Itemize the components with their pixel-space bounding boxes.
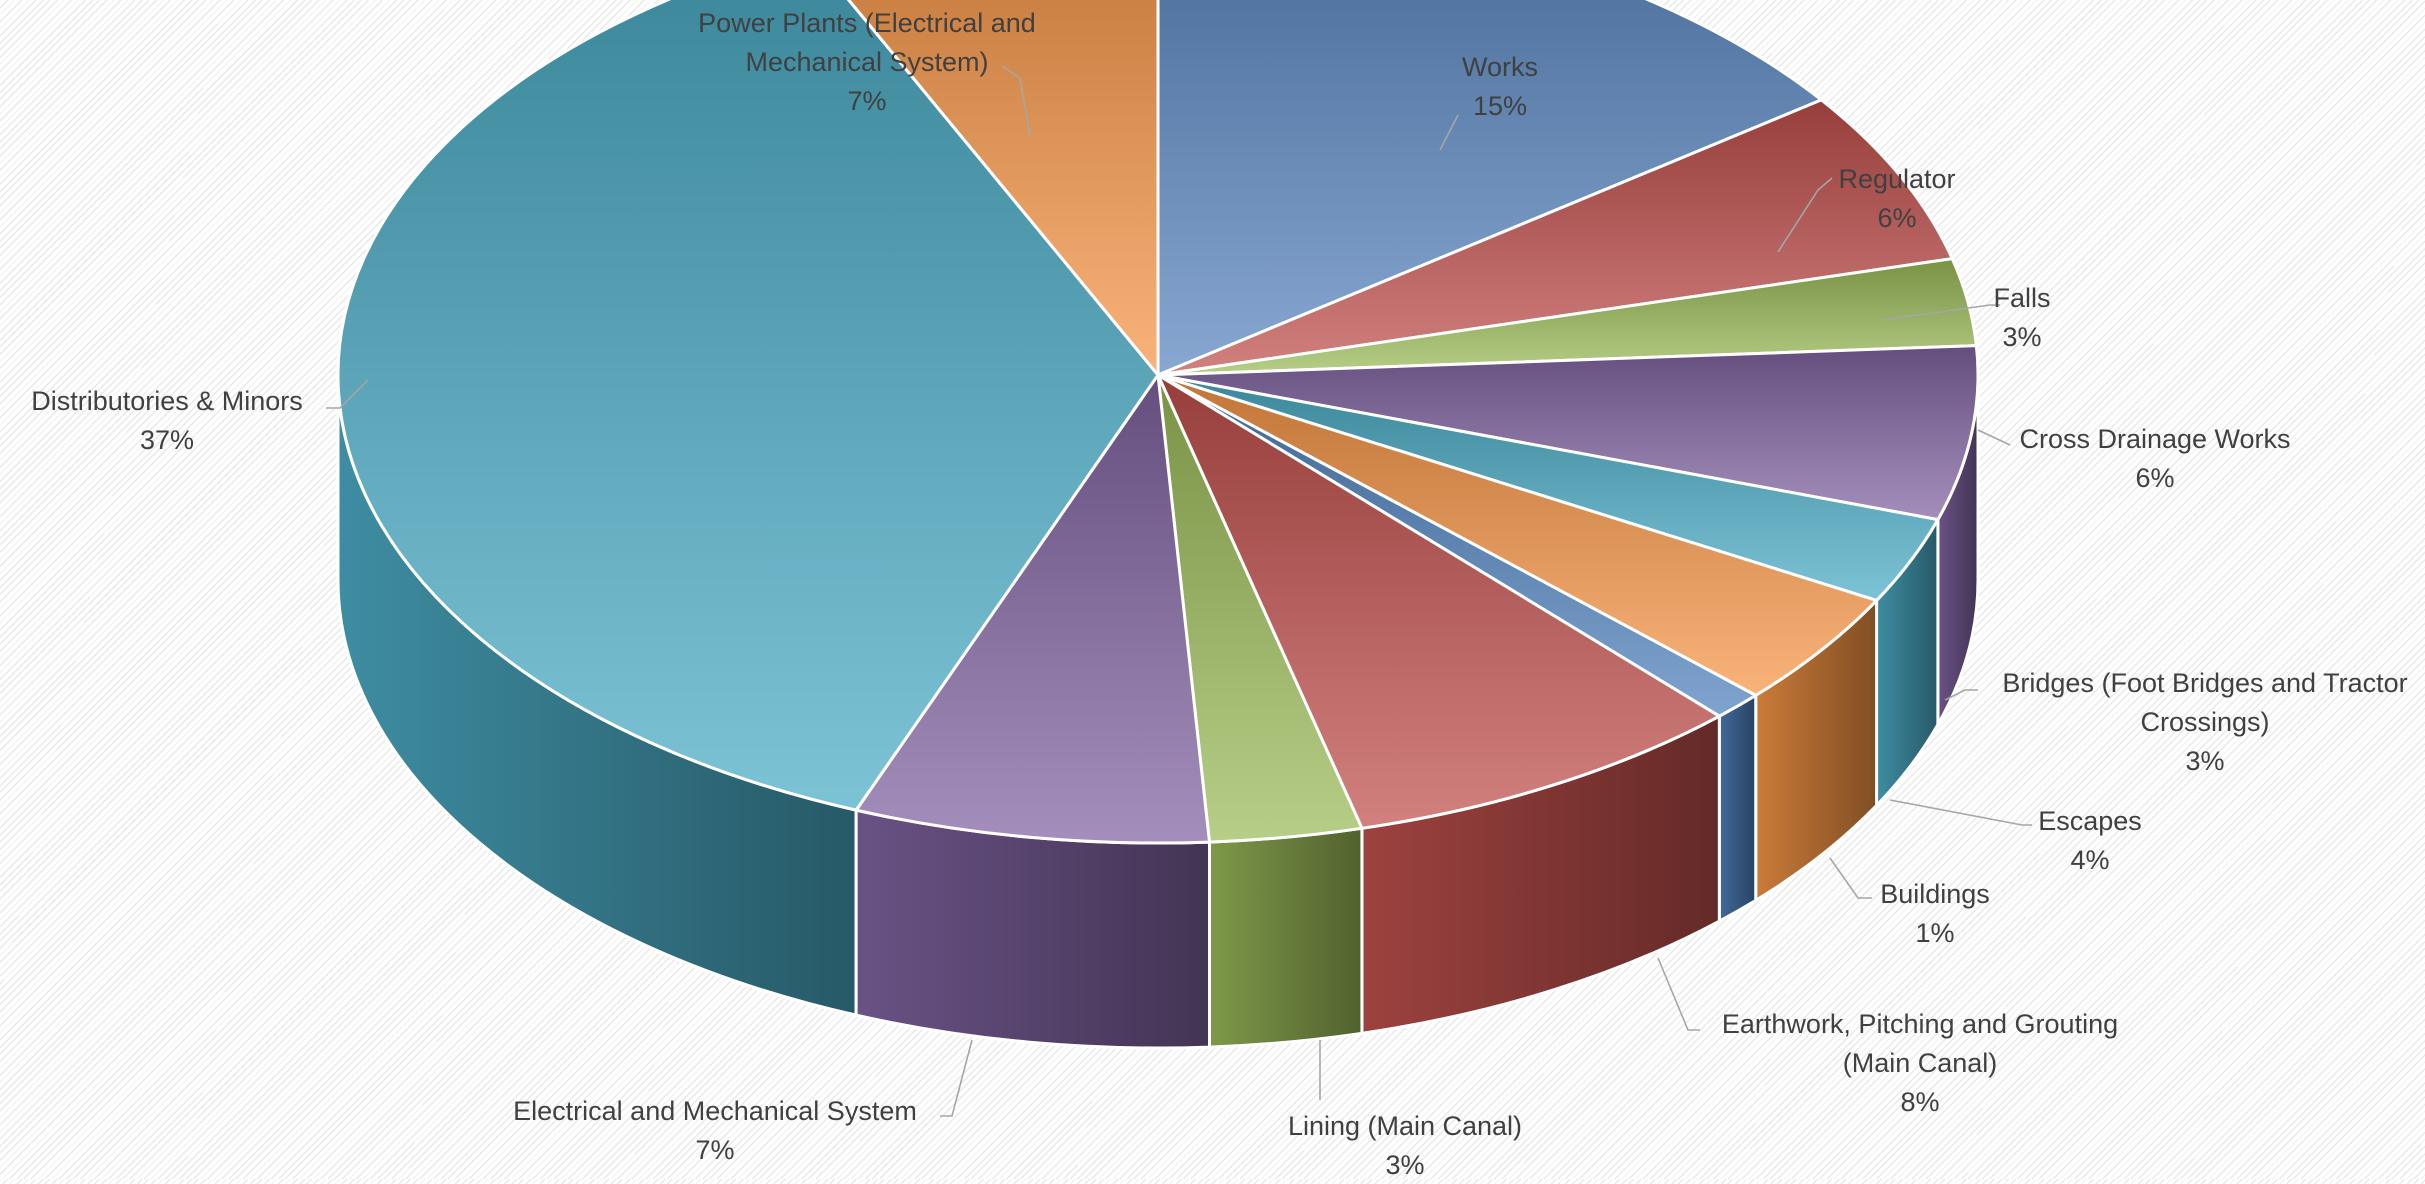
data-label-escapes: Escapes 4% (2038, 806, 2142, 875)
leader-line-electrical-and-mechanical-system (940, 1039, 973, 1117)
pie-top-faces (336, 0, 1980, 845)
data-label-percent: 3% (2002, 322, 2041, 352)
data-label-percent: 4% (2070, 845, 2109, 875)
data-label-percent: 7% (695, 1135, 734, 1165)
data-label-name: Works (1462, 52, 1538, 82)
data-label-works: Works 15% (1462, 52, 1538, 121)
leader-line-earthwork-pitching-and-grouting-main-canal (1657, 957, 1700, 1031)
pie-slice-escapes (1156, 373, 1879, 697)
pie-slice-works (1156, 0, 1823, 377)
pie-slice-distributories-minors (336, 0, 1160, 812)
data-label-name: Buildings (1880, 879, 1990, 909)
data-label-falls: Falls 3% (1993, 283, 2050, 352)
data-label-percent: 1% (1915, 918, 1954, 948)
data-label-percent: 6% (2135, 463, 2174, 493)
data-label-percent: 3% (1385, 1150, 1424, 1179)
data-label-name: Earthwork, Pitching and Grouting (1722, 1009, 2118, 1039)
data-label-regulator: Regulator 6% (1838, 164, 1955, 233)
data-label-electrical-and-mechanical-system: Electrical and Mechanical System 7% (513, 1096, 917, 1165)
data-label-name: Lining (Main Canal) (1288, 1111, 1522, 1141)
pie-side-walls (336, 373, 1980, 1050)
data-label-name: (Main Canal) (1843, 1048, 1998, 1078)
pie-side-lining-main-canal (1207, 826, 1364, 1049)
data-label-name: Distributories & Minors (31, 386, 303, 416)
leader-lines (326, 65, 2032, 1117)
leader-line-buildings (1829, 857, 1872, 899)
pie-side-buildings (1717, 693, 1758, 923)
leader-line-regulator (1777, 177, 1833, 253)
data-label-lining-main-canal: Lining (Main Canal) 3% (1288, 1111, 1522, 1180)
data-label-distributories-minors: Distributories & Minors 37% (31, 386, 303, 455)
data-label-percent: 15% (1473, 91, 1527, 121)
data-label-percent: 3% (2185, 746, 2224, 776)
data-label-name: Regulator (1838, 164, 1955, 194)
pie-slice-electrical-and-mechanical-system (854, 373, 1211, 845)
data-label-name: Electrical and Mechanical System (513, 1096, 917, 1126)
data-label-name: Power Plants (Electrical and (698, 8, 1036, 38)
leader-line-falls (1881, 304, 2000, 321)
leader-line-works (1439, 114, 1459, 151)
data-label-percent: 8% (1900, 1087, 1939, 1117)
pie-slice-cross-drainage-works (1156, 344, 1980, 522)
pie-slice-regulator (1156, 98, 1954, 377)
data-label-bridges-foot-bridges-and-tractor-crossings: Bridges (Foot Bridges and Tractor Crossin… (2002, 668, 2407, 776)
data-label-earthwork-pitching-and-grouting-main-canal: Earthwork, Pitching and Grouting (Main Ca… (1722, 1009, 2118, 1117)
data-label-percent: 37% (140, 425, 194, 455)
leader-line-power-plants-electrical-and-mechanical-system (1001, 65, 1031, 137)
leader-line-bridges-foot-bridges-and-tractor-crossings (1944, 689, 1978, 701)
pie-side-electrical-and-mechanical-system (854, 808, 1211, 1050)
data-label-name: Mechanical System) (745, 47, 988, 77)
leader-line-distributories-minors (326, 379, 369, 409)
data-label-name: Bridges (Foot Bridges and Tractor (2002, 668, 2407, 698)
data-label-power-plants-electrical-and-mechanical-system: Power Plants (Electrical and Mechanical S… (698, 8, 1036, 116)
data-label-name: Falls (1993, 283, 2050, 313)
data-label-cross-drainage-works: Cross Drainage Works 6% (2019, 424, 2290, 493)
pie-slice-earthwork-pitching-and-grouting-main-canal (1156, 373, 1721, 830)
leader-line-escapes (1889, 799, 2032, 826)
data-label-buildings: Buildings 1% (1880, 879, 1990, 948)
data-label-percent: 7% (847, 86, 886, 116)
data-label-name: Cross Drainage Works (2019, 424, 2290, 454)
data-labels: Works 15% Regulator 6% Falls 3% Cross Drainage… (31, 8, 2407, 1180)
data-label-percent: 6% (1877, 203, 1916, 233)
data-label-name: Escapes (2038, 806, 2142, 836)
data-label-name: Crossings) (2140, 707, 2269, 737)
leader-line-cross-drainage-works (1977, 429, 2011, 446)
pie-slice-power-plants-electrical-and-mechanical-system (846, 0, 1160, 377)
